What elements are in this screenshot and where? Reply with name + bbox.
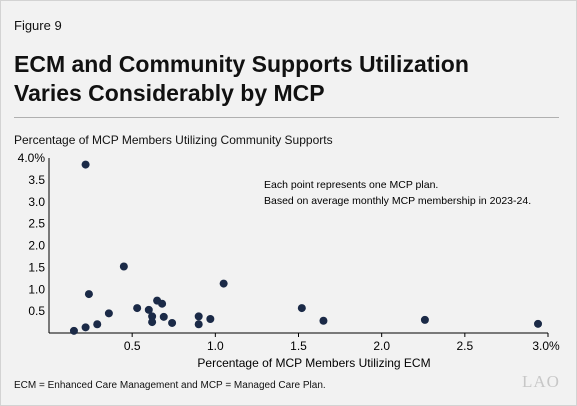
- data-point: [81, 323, 90, 332]
- data-point: [206, 315, 215, 323]
- y-tick-label: 3.0: [28, 195, 45, 209]
- x-tick-label: 2.0: [373, 339, 390, 353]
- annotation-line-2: Based on average monthly MCP membership …: [264, 195, 531, 207]
- data-point: [144, 305, 153, 314]
- y-tick-label: 1.0: [28, 282, 45, 296]
- data-point: [148, 318, 157, 327]
- x-tick-label: 1.0: [207, 339, 224, 353]
- data-point: [69, 326, 78, 335]
- data-point: [119, 262, 128, 271]
- y-tick-label: 3.5: [28, 173, 45, 187]
- y-tick-label: 4.0%: [18, 151, 46, 165]
- data-point: [84, 290, 93, 299]
- y-axis-label: Percentage of MCP Members Utilizing Comm…: [14, 133, 333, 147]
- y-tick-label: 2.0: [28, 239, 45, 253]
- data-point: [194, 312, 203, 321]
- x-tick-label: 3.0%: [532, 339, 560, 353]
- data-point: [159, 312, 168, 321]
- title-divider: [14, 117, 559, 118]
- lao-logo: LAO: [522, 372, 560, 391]
- x-tick-label: 1.5: [290, 339, 307, 353]
- data-point: [168, 318, 177, 327]
- y-tick-label: 2.5: [28, 217, 45, 231]
- footnote: ECM = Enhanced Care Management and MCP =…: [14, 380, 326, 391]
- y-tick-label: 1.5: [28, 260, 45, 274]
- annotation-line-1: Each point represents one MCP plan.: [264, 179, 438, 191]
- data-point: [93, 320, 102, 329]
- x-tick-label: 0.5: [124, 339, 141, 353]
- data-point: [219, 279, 228, 288]
- figure-label: Figure 9: [14, 18, 62, 33]
- x-axis-label: Percentage of MCP Members Utilizing ECM: [197, 356, 430, 370]
- y-tick-label: 0.5: [28, 304, 45, 318]
- data-point: [133, 304, 142, 313]
- data-point: [104, 309, 113, 318]
- x-tick-label: 2.5: [456, 339, 473, 353]
- data-point: [297, 304, 306, 313]
- chart-title-line-2: Varies Considerably by MCP: [14, 80, 325, 106]
- data-points: [69, 160, 543, 335]
- data-point: [81, 160, 90, 169]
- chart-title-line-1: ECM and Community Supports Utilization: [14, 51, 469, 77]
- data-point: [319, 316, 328, 325]
- data-point: [534, 319, 543, 328]
- y-ticks: 0.5 1.0 1.5 2.0 2.5 3.0 3.5 4.0%: [18, 151, 46, 318]
- data-point: [148, 312, 157, 321]
- chart-title: ECM and Community Supports Utilization V…: [14, 50, 554, 108]
- data-point: [158, 299, 167, 308]
- x-ticks: 0.5 1.0 1.5 2.0 2.5 3.0%: [124, 333, 560, 353]
- data-point: [420, 315, 429, 324]
- data-point: [194, 320, 203, 329]
